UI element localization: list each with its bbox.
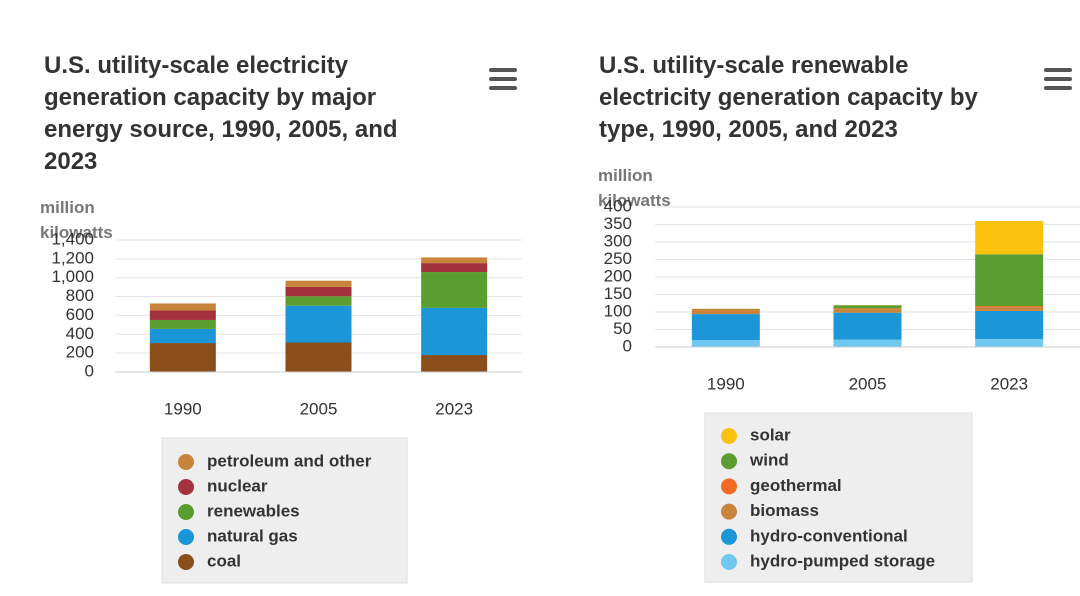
legend-label: hydro-pumped storage [750,551,935,570]
y-tick-label: 1,000 [51,267,94,286]
bar-segment [833,312,902,340]
x-tick-label: 2005 [300,399,338,418]
legend-box [704,412,973,583]
bar-segment [833,309,902,313]
x-tick-label: 2023 [990,374,1028,393]
bar-segment [149,319,216,329]
y-tick-label: 800 [66,286,94,305]
chart-title: U.S. utility-scale electricity generatio… [44,52,398,175]
y-axis-label: million kilowatts [40,198,113,242]
legend-label: renewables [207,501,300,520]
legend-marker [721,478,737,495]
bar-segment [691,310,760,315]
menu-button[interactable] [489,68,517,90]
bar-segment [691,340,760,347]
bar-segment [975,221,1044,255]
y-tick-label: 400 [66,324,94,343]
y-tick-label: 1,200 [51,248,94,267]
legend-marker [178,504,194,520]
bar-segment [285,296,352,306]
legend-marker [721,453,737,470]
y-tick-label: 200 [604,266,632,285]
bar-segment [833,305,902,309]
bar-segment [421,263,488,273]
bar-segment [421,355,488,372]
y-tick-label: 600 [66,305,94,324]
legend-label: petroleum and other [207,451,372,470]
bar-segment [691,314,760,340]
y-tick-label: 250 [604,249,632,268]
legend-marker [721,554,737,570]
y-axis-label: million kilowatts [598,166,671,210]
legend-marker [178,554,194,570]
bar-segment [421,257,488,264]
legend-label: natural gas [207,526,298,545]
legend-label: biomass [750,501,819,520]
bar-segment [149,303,216,311]
bar-segment [975,254,1044,307]
legend-label: wind [749,451,789,470]
bar-segment [975,338,1044,347]
x-tick-label: 2023 [435,399,473,418]
legend-marker [721,528,737,545]
legend-marker [721,503,737,520]
bar-segment [421,307,488,356]
bar-segment [149,343,216,372]
bar-segment [149,310,216,320]
bar-segment [285,342,352,372]
legend-label: geothermal [750,476,842,495]
x-tick-label: 1990 [707,374,745,393]
bar-segment [975,307,1044,311]
y-tick-label: 1,400 [51,229,94,248]
x-tick-label: 1990 [164,399,202,418]
chart-title: U.S. utility-scale renewable electricity… [599,52,978,143]
y-tick-label: 400 [604,196,632,215]
legend-box [161,437,408,584]
y-tick-label: 350 [604,214,632,233]
bar-segment [975,306,1044,308]
bar-segment [975,310,1044,339]
bar-segment [833,339,902,347]
y-tick-label: 0 [85,361,94,380]
legend-label: nuclear [207,476,268,495]
y-tick-label: 100 [604,301,632,320]
y-tick-label: 200 [66,343,94,362]
legend-label: solar [750,425,791,444]
y-tick-label: 150 [604,284,632,303]
bar-segment [833,308,902,310]
bar-segment [149,328,216,344]
bar-segment [285,286,352,297]
y-tick-label: 50 [613,319,632,338]
bar-segment [285,305,352,343]
legend-marker [178,479,194,495]
legend-label: hydro-conventional [750,526,908,545]
legend-label: coal [207,551,241,570]
legend-marker [178,529,194,545]
bar-segment [691,309,760,311]
legend-marker [178,454,194,470]
bar-segment [421,272,488,308]
y-tick-label: 300 [604,231,632,250]
bar-segment [691,308,760,310]
x-tick-label: 2005 [849,374,887,393]
bar-segment [285,280,352,287]
legend-marker [721,428,737,444]
y-tick-label: 0 [623,336,632,355]
menu-button[interactable] [1044,68,1072,90]
